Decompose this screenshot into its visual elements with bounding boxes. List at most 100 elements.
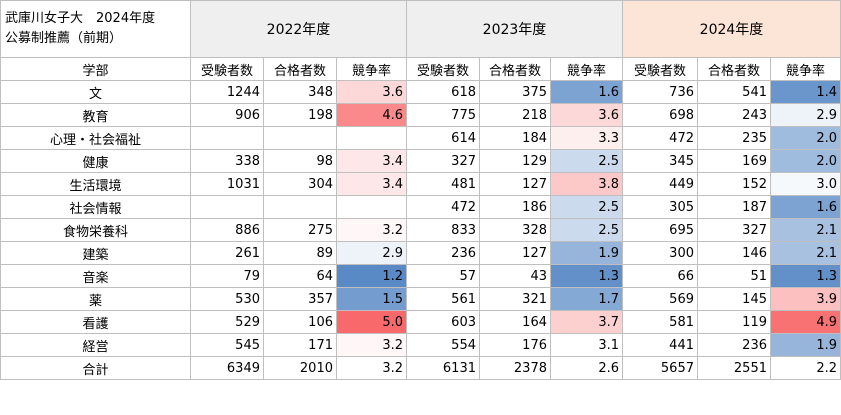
ratio-cell: 1.3 <box>550 264 623 288</box>
applicants-cell: 300 <box>622 241 698 265</box>
table-row: 経営 545 171 3.2 554 176 3.1 441 236 1.9 <box>0 333 841 357</box>
table-title-cell: 武庫川女子大 2024年度 公募制推薦（前期） <box>0 0 191 58</box>
col-header-passed: 合格者数 <box>263 57 337 81</box>
passed-cell: 64 <box>263 264 337 288</box>
col-header-applicants: 受験者数 <box>190 57 264 81</box>
passed-cell: 2378 <box>479 356 551 380</box>
passed-cell: 119 <box>697 310 771 334</box>
table-row: 社会情報 472 186 2.5 305 187 1.6 <box>0 195 841 219</box>
col-header-applicants: 受験者数 <box>622 57 698 81</box>
ratio-cell: 4.9 <box>770 310 841 334</box>
table-row: 看護 529 106 5.0 603 164 3.7 581 119 4.9 <box>0 310 841 334</box>
admissions-table: 武庫川女子大 2024年度 公募制推薦（前期） 2022年度 2023年度 20… <box>0 0 841 380</box>
dept-cell: 建築 <box>0 241 191 265</box>
applicants-cell: 345 <box>622 149 698 173</box>
ratio-cell: 1.6 <box>770 195 841 219</box>
applicants-cell: 1244 <box>190 80 264 104</box>
applicants-cell: 698 <box>622 103 698 127</box>
dept-cell: 教育 <box>0 103 191 127</box>
dept-cell: 健康 <box>0 149 191 173</box>
ratio-cell: 2.5 <box>550 218 623 242</box>
applicants-cell: 581 <box>622 310 698 334</box>
passed-cell: 127 <box>479 172 551 196</box>
passed-cell: 164 <box>479 310 551 334</box>
dept-cell: 社会情報 <box>0 195 191 219</box>
applicants-cell: 305 <box>622 195 698 219</box>
applicants-cell: 529 <box>190 310 264 334</box>
ratio-cell: 2.1 <box>770 241 841 265</box>
ratio-cell: 3.2 <box>336 356 407 380</box>
passed-cell: 43 <box>479 264 551 288</box>
passed-cell: 236 <box>697 333 771 357</box>
table-row: 薬 530 357 1.5 561 321 1.7 569 145 3.9 <box>0 287 841 311</box>
dept-cell: 看護 <box>0 310 191 334</box>
passed-cell: 169 <box>697 149 771 173</box>
ratio-cell: 2.1 <box>770 218 841 242</box>
table-subtitle: 公募制推薦（前期） <box>5 31 123 46</box>
applicants-cell: 906 <box>190 103 264 127</box>
applicants-cell: 472 <box>406 195 480 219</box>
ratio-cell: 2.9 <box>770 103 841 127</box>
ratio-cell: 2.6 <box>550 356 623 380</box>
ratio-cell: 1.9 <box>770 333 841 357</box>
table-row: 文 1244 348 3.6 618 375 1.6 736 541 1.4 <box>0 80 841 104</box>
ratio-cell: 2.0 <box>770 126 841 150</box>
applicants-cell: 236 <box>406 241 480 265</box>
passed-cell: 235 <box>697 126 771 150</box>
ratio-cell: 3.2 <box>336 218 407 242</box>
table-row: 音楽 79 64 1.2 57 43 1.3 66 51 1.3 <box>0 264 841 288</box>
dept-cell: 合計 <box>0 356 191 380</box>
ratio-cell: 3.9 <box>770 287 841 311</box>
applicants-cell: 603 <box>406 310 480 334</box>
applicants-cell: 261 <box>190 241 264 265</box>
dept-cell: 経営 <box>0 333 191 357</box>
dept-cell: 薬 <box>0 287 191 311</box>
applicants-cell: 614 <box>406 126 480 150</box>
table-row: 生活環境 1031 304 3.4 481 127 3.8 449 152 3.0 <box>0 172 841 196</box>
dept-cell: 心理・社会福祉 <box>0 126 191 150</box>
passed-cell: 327 <box>697 218 771 242</box>
passed-cell <box>263 195 337 219</box>
ratio-cell: 2.9 <box>336 241 407 265</box>
passed-cell: 375 <box>479 80 551 104</box>
column-header-row: 学部 受験者数 合格者数 競争率 受験者数 合格者数 競争率 受験者数 合格者数… <box>0 57 841 81</box>
ratio-cell: 4.6 <box>336 103 407 127</box>
ratio-cell: 1.9 <box>550 241 623 265</box>
ratio-cell: 5.0 <box>336 310 407 334</box>
applicants-cell: 1031 <box>190 172 264 196</box>
passed-cell: 127 <box>479 241 551 265</box>
applicants-cell: 561 <box>406 287 480 311</box>
col-header-dept: 学部 <box>0 57 191 81</box>
table-row: 建築 261 89 2.9 236 127 1.9 300 146 2.1 <box>0 241 841 265</box>
applicants-cell: 886 <box>190 218 264 242</box>
ratio-cell <box>336 195 407 219</box>
table-row: 健康 338 98 3.4 327 129 2.5 345 169 2.0 <box>0 149 841 173</box>
passed-cell: 187 <box>697 195 771 219</box>
col-header-ratio: 競争率 <box>550 57 623 81</box>
passed-cell: 145 <box>697 287 771 311</box>
col-header-passed: 合格者数 <box>479 57 551 81</box>
passed-cell: 176 <box>479 333 551 357</box>
ratio-cell: 1.3 <box>770 264 841 288</box>
ratio-cell: 3.6 <box>336 80 407 104</box>
passed-cell: 541 <box>697 80 771 104</box>
passed-cell: 186 <box>479 195 551 219</box>
applicants-cell: 545 <box>190 333 264 357</box>
ratio-cell: 1.7 <box>550 287 623 311</box>
passed-cell: 218 <box>479 103 551 127</box>
ratio-cell: 3.3 <box>550 126 623 150</box>
col-header-applicants: 受験者数 <box>406 57 480 81</box>
applicants-cell: 79 <box>190 264 264 288</box>
ratio-cell: 3.2 <box>336 333 407 357</box>
applicants-cell: 327 <box>406 149 480 173</box>
ratio-cell: 3.0 <box>770 172 841 196</box>
passed-cell: 328 <box>479 218 551 242</box>
applicants-cell: 569 <box>622 287 698 311</box>
applicants-cell: 833 <box>406 218 480 242</box>
dept-cell: 食物栄養科 <box>0 218 191 242</box>
col-header-ratio: 競争率 <box>770 57 841 81</box>
ratio-cell: 3.7 <box>550 310 623 334</box>
ratio-cell: 1.6 <box>550 80 623 104</box>
applicants-cell: 481 <box>406 172 480 196</box>
table-title: 武庫川女子大 2024年度 <box>5 11 156 26</box>
